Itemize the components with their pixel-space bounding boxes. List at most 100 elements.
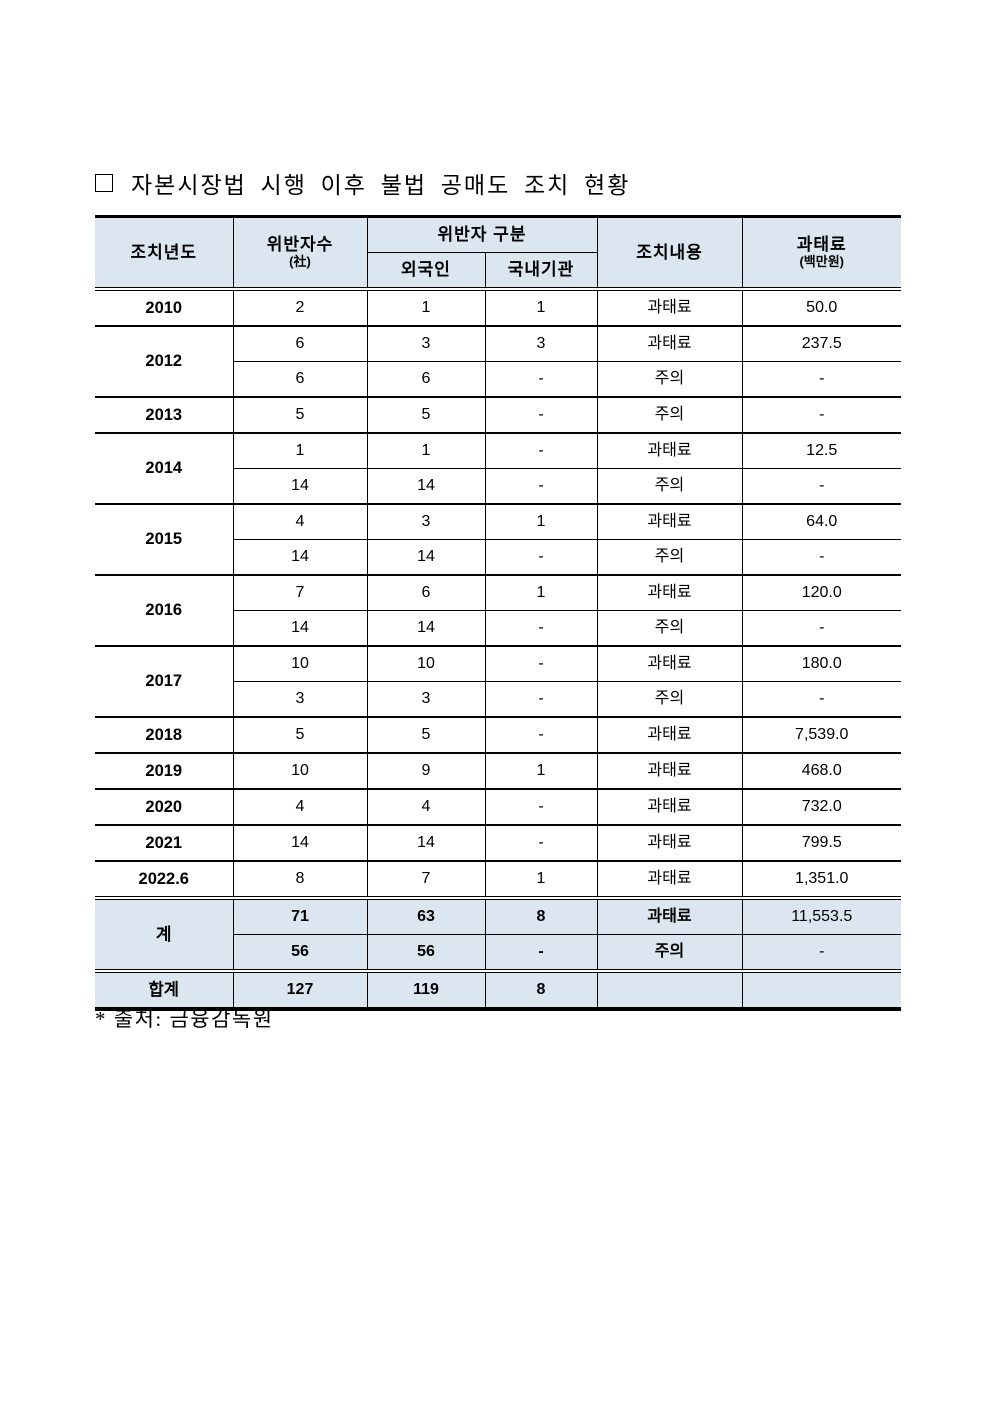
table-row: 2017 10 10- 과태료 180.0 <box>95 645 901 717</box>
header-row-2: 외국인 국내기관 <box>95 252 901 289</box>
table-row: 56 56- 주의 - <box>95 934 901 971</box>
source-note: * 출처: 금융감독원 <box>95 1007 274 1031</box>
cell-action: 과태료 <box>596 824 742 861</box>
cell-fine: - <box>741 610 901 646</box>
header-fine-unit: (백만원) <box>799 253 845 269</box>
cell-fine: 12.5 <box>741 432 901 469</box>
table-row: 6 6- 주의 - <box>95 361 901 397</box>
header-fine-label: 과태료 <box>796 235 847 255</box>
cell-count: 8 <box>232 860 367 898</box>
year-cell: 2021 <box>95 824 233 861</box>
header-domestic: 국내기관 <box>484 252 597 289</box>
cell-action: 주의 <box>596 468 742 504</box>
cell-domestic: - <box>484 788 597 825</box>
cell-fine: 50.0 <box>741 288 901 326</box>
cell-count: 3 <box>232 681 367 717</box>
cell-count: 2 <box>232 288 367 326</box>
cell-domestic: - <box>484 468 597 504</box>
cell-domestic: - <box>484 432 597 469</box>
square-bullet-icon <box>95 174 113 192</box>
cell-action: 주의 <box>596 610 742 646</box>
cell-fine: 120.0 <box>741 574 901 611</box>
table-body: 2010 2 1 1 과태료 50.0 2012 6 3 3 과태료 237.5 6 6- 주의 -2013 5… <box>95 288 901 1009</box>
table-row: 14 14- 주의 - <box>95 610 901 646</box>
cell-action <box>596 969 742 1009</box>
table-row: 2010 2 1 1 과태료 50.0 <box>95 288 901 326</box>
cell-foreign: 6 <box>366 574 485 611</box>
header-violators-label: 위반자수 <box>266 235 334 255</box>
table-row: 2020 4 4- 과태료 732.0 <box>95 788 901 825</box>
cell-fine: 237.5 <box>741 325 901 362</box>
cell-domestic: 8 <box>484 896 597 935</box>
cell-fine: - <box>741 681 901 717</box>
table-row: 2015 4 3 1 과태료 64.0 <box>95 503 901 575</box>
year-cell: 2010 <box>95 288 233 326</box>
year-cell: 2020 <box>95 788 233 825</box>
header-category: 위반자 구분 <box>366 216 597 253</box>
cell-fine: 732.0 <box>741 788 901 825</box>
page-title: 자본시장법 시행 이후 불법 공매도 조치 현황 <box>131 173 631 198</box>
cell-foreign: 5 <box>366 716 485 753</box>
cell-action: 주의 <box>596 396 742 433</box>
cell-foreign: 10 <box>366 645 485 682</box>
cell-action: 과태료 <box>596 896 742 935</box>
cell-count: 6 <box>232 325 367 362</box>
cell-count: 6 <box>232 361 367 397</box>
page-title-row: 자본시장법 시행 이후 불법 공매도 조치 현황 <box>95 166 630 200</box>
cell-domestic: - <box>484 361 597 397</box>
table-row: 2014 1 1- 과태료 12.5 <box>95 432 901 504</box>
cell-fine: 7,539.0 <box>741 716 901 753</box>
cell-foreign: 1 <box>366 288 485 326</box>
cell-fine: 11,553.5 <box>741 896 901 935</box>
cell-action: 과태료 <box>596 432 742 469</box>
cell-action: 과태료 <box>596 503 742 540</box>
year-cell: 2012 <box>95 325 233 397</box>
cell-action: 과태료 <box>596 325 742 362</box>
table-row: 2016 7 6 1 과태료 120.0 <box>95 574 901 646</box>
cell-fine: - <box>741 396 901 433</box>
cell-foreign: 9 <box>366 752 485 789</box>
cell-domestic: 1 <box>484 503 597 540</box>
cell-count: 5 <box>232 396 367 433</box>
header-year: 조치년도 <box>95 216 233 289</box>
cell-domestic: - <box>484 716 597 753</box>
cell-count: 14 <box>232 468 367 504</box>
cell-action: 과태료 <box>596 645 742 682</box>
cell-domestic: - <box>484 396 597 433</box>
cell-foreign: 7 <box>366 860 485 898</box>
cell-count: 5 <box>232 716 367 753</box>
cell-domestic: 3 <box>484 325 597 362</box>
table-row: 14 14- 주의 - <box>95 539 901 575</box>
cell-action: 과태료 <box>596 860 742 898</box>
cell-foreign: 14 <box>366 610 485 646</box>
cell-foreign: 63 <box>366 896 485 935</box>
cell-action: 과태료 <box>596 788 742 825</box>
cell-count: 1 <box>232 432 367 469</box>
cell-action: 주의 <box>596 539 742 575</box>
cell-foreign: 14 <box>366 824 485 861</box>
table-row: 3 3- 주의 - <box>95 681 901 717</box>
cell-domestic: - <box>484 681 597 717</box>
table-row: 2013 5 5- 주의 - <box>95 396 901 433</box>
year-cell: 2013 <box>95 396 233 433</box>
table-row: 합계 127 119 8 <box>95 969 901 1009</box>
cell-count: 71 <box>232 896 367 935</box>
table-row: 2018 5 5- 과태료 7,539.0 <box>95 716 901 753</box>
year-cell: 2019 <box>95 752 233 789</box>
cell-foreign: 6 <box>366 361 485 397</box>
year-cell: 합계 <box>95 969 233 1009</box>
cell-foreign: 3 <box>366 325 485 362</box>
cell-foreign: 4 <box>366 788 485 825</box>
cell-count: 10 <box>232 645 367 682</box>
table-row: 계 71 63 8 과태료 11,553.5 <box>95 896 901 971</box>
year-cell: 2016 <box>95 574 233 646</box>
cell-foreign: 3 <box>366 503 485 540</box>
enforcement-table: 조치년도 위반자수 (社) 위반자 구분 조치내용 과태료 (백만원) 외국인 … <box>95 215 901 1011</box>
header-foreign: 외국인 <box>366 252 485 289</box>
cell-fine <box>741 969 901 1009</box>
cell-count: 7 <box>232 574 367 611</box>
cell-action: 과태료 <box>596 574 742 611</box>
cell-fine: 64.0 <box>741 503 901 540</box>
cell-action: 과태료 <box>596 288 742 326</box>
table-row: 14 14- 주의 - <box>95 468 901 504</box>
